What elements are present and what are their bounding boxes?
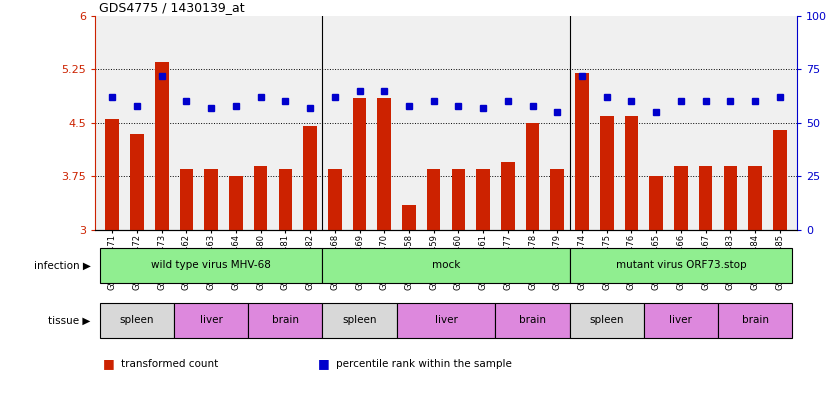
- Bar: [377, 98, 391, 230]
- Text: mutant virus ORF73.stop: mutant virus ORF73.stop: [615, 260, 746, 270]
- Bar: [427, 169, 440, 230]
- Bar: [643, 303, 718, 338]
- Text: brain: brain: [519, 315, 546, 325]
- Text: brain: brain: [742, 315, 768, 325]
- Bar: [174, 303, 249, 338]
- Bar: [278, 169, 292, 230]
- Text: liver: liver: [434, 315, 458, 325]
- Bar: [322, 248, 570, 283]
- Text: ■: ■: [103, 357, 115, 370]
- Bar: [322, 303, 396, 338]
- Bar: [204, 169, 218, 230]
- Bar: [477, 169, 490, 230]
- Bar: [303, 127, 317, 230]
- Text: liver: liver: [200, 315, 223, 325]
- Bar: [526, 123, 539, 230]
- Bar: [353, 98, 366, 230]
- Bar: [724, 165, 737, 230]
- Text: percentile rank within the sample: percentile rank within the sample: [336, 358, 512, 369]
- Text: transformed count: transformed count: [121, 358, 219, 369]
- Bar: [773, 130, 786, 230]
- Text: liver: liver: [669, 315, 692, 325]
- Text: spleen: spleen: [120, 315, 154, 325]
- Text: ■: ■: [318, 357, 330, 370]
- Bar: [452, 169, 465, 230]
- Bar: [501, 162, 515, 230]
- Bar: [328, 169, 342, 230]
- Bar: [100, 248, 322, 283]
- Bar: [496, 303, 570, 338]
- Bar: [155, 62, 169, 230]
- Text: infection ▶: infection ▶: [34, 260, 91, 270]
- Bar: [249, 303, 322, 338]
- Bar: [254, 165, 268, 230]
- Text: GDS4775 / 1430139_at: GDS4775 / 1430139_at: [99, 1, 244, 14]
- Bar: [229, 176, 243, 230]
- Bar: [570, 248, 792, 283]
- Bar: [106, 119, 119, 230]
- Bar: [600, 116, 614, 230]
- Bar: [624, 116, 638, 230]
- Bar: [402, 205, 415, 230]
- Text: wild type virus MHV-68: wild type virus MHV-68: [151, 260, 271, 270]
- Text: tissue ▶: tissue ▶: [49, 315, 91, 325]
- Bar: [100, 303, 174, 338]
- Text: mock: mock: [432, 260, 460, 270]
- Bar: [180, 169, 193, 230]
- Text: spleen: spleen: [590, 315, 624, 325]
- Bar: [649, 176, 663, 230]
- Bar: [575, 73, 589, 230]
- Bar: [718, 303, 792, 338]
- Bar: [131, 134, 144, 230]
- Text: spleen: spleen: [342, 315, 377, 325]
- Bar: [674, 165, 688, 230]
- Bar: [396, 303, 496, 338]
- Bar: [550, 169, 564, 230]
- Bar: [699, 165, 712, 230]
- Text: brain: brain: [272, 315, 299, 325]
- Bar: [748, 165, 762, 230]
- Bar: [570, 303, 643, 338]
